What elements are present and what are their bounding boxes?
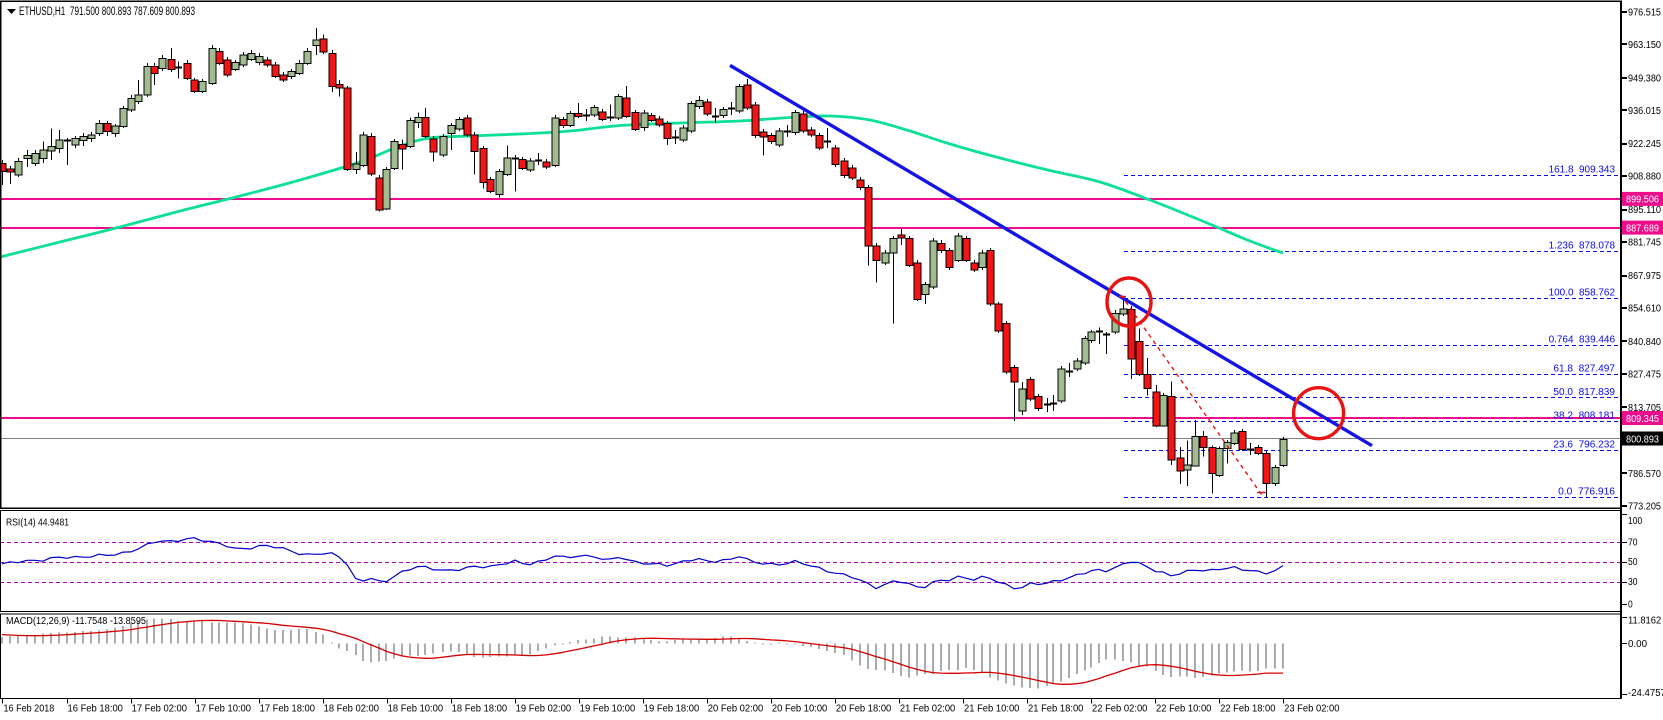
svg-text:23.6 796.232: 23.6 796.232	[1553, 439, 1615, 450]
svg-text:61.8 827.497: 61.8 827.497	[1553, 363, 1615, 374]
svg-text:MACD(12,26,9) -11.7548 -13.859: MACD(12,26,9) -11.7548 -13.8595	[6, 616, 146, 627]
svg-text:867.975: 867.975	[1628, 271, 1661, 282]
svg-text:840.840: 840.840	[1628, 337, 1661, 348]
svg-text:100: 100	[1628, 516, 1643, 527]
svg-text:20 Feb 10:00: 20 Feb 10:00	[772, 704, 828, 715]
svg-text:50.0 817.839: 50.0 817.839	[1553, 387, 1615, 398]
svg-text:RSI(14) 44.9481: RSI(14) 44.9481	[6, 518, 69, 529]
svg-text:ETHUSD,H1 791.500 800.893 787: ETHUSD,H1 791.500 800.893 787.609 800.89…	[19, 6, 195, 18]
svg-text:17 Feb 02:00: 17 Feb 02:00	[132, 704, 188, 715]
svg-text:16 Feb 18:00: 16 Feb 18:00	[68, 704, 124, 715]
svg-text:0: 0	[1628, 600, 1633, 611]
svg-text:809.345: 809.345	[1626, 414, 1659, 425]
svg-text:100.0 858.762: 100.0 858.762	[1549, 287, 1616, 298]
svg-text:22 Feb 02:00: 22 Feb 02:00	[1092, 704, 1148, 715]
svg-text:20 Feb 18:00: 20 Feb 18:00	[836, 704, 892, 715]
svg-text:50: 50	[1628, 557, 1638, 568]
svg-text:18 Feb 18:00: 18 Feb 18:00	[452, 704, 508, 715]
svg-text:976.515: 976.515	[1628, 7, 1661, 18]
svg-text:23 Feb 02:00: 23 Feb 02:00	[1284, 704, 1340, 715]
svg-text:21 Feb 10:00: 21 Feb 10:00	[964, 704, 1020, 715]
svg-text:21 Feb 18:00: 21 Feb 18:00	[1028, 704, 1084, 715]
svg-text:963.150: 963.150	[1628, 40, 1661, 51]
svg-text:800.893: 800.893	[1626, 434, 1659, 445]
svg-text:38.2 808.181: 38.2 808.181	[1553, 410, 1615, 421]
svg-text:887.689: 887.689	[1626, 223, 1659, 234]
svg-text:11.8162: 11.8162	[1628, 615, 1662, 626]
svg-text:949.380: 949.380	[1628, 73, 1661, 84]
svg-text:827.475: 827.475	[1628, 370, 1661, 381]
svg-text:18 Feb 10:00: 18 Feb 10:00	[388, 704, 444, 715]
svg-text:881.745: 881.745	[1628, 238, 1661, 249]
svg-text:161.8 909.343: 161.8 909.343	[1549, 165, 1616, 176]
svg-text:16 Feb 2018: 16 Feb 2018	[4, 704, 55, 715]
svg-text:19 Feb 18:00: 19 Feb 18:00	[644, 704, 700, 715]
svg-text:0.0 776.916: 0.0 776.916	[1558, 486, 1615, 497]
svg-text:813.705: 813.705	[1628, 403, 1661, 414]
svg-text:0.00: 0.00	[1628, 639, 1647, 650]
svg-text:895.110: 895.110	[1628, 205, 1661, 216]
svg-text:22 Feb 18:00: 22 Feb 18:00	[1220, 704, 1276, 715]
svg-text:773.205: 773.205	[1628, 501, 1661, 512]
svg-text:30: 30	[1628, 577, 1638, 588]
svg-text:854.610: 854.610	[1628, 304, 1661, 315]
svg-text:19 Feb 10:00: 19 Feb 10:00	[580, 704, 636, 715]
svg-text:936.015: 936.015	[1628, 106, 1661, 117]
svg-text:17 Feb 10:00: 17 Feb 10:00	[196, 704, 252, 715]
svg-text:1.236 878.078: 1.236 878.078	[1549, 241, 1616, 252]
svg-text:786.570: 786.570	[1628, 469, 1661, 480]
svg-text:908.880: 908.880	[1628, 172, 1661, 183]
svg-text:20 Feb 02:00: 20 Feb 02:00	[708, 704, 764, 715]
svg-text:70: 70	[1628, 537, 1638, 548]
svg-text:-24.4757: -24.4757	[1628, 688, 1663, 699]
svg-text:922.245: 922.245	[1628, 139, 1661, 150]
svg-text:18 Feb 02:00: 18 Feb 02:00	[324, 704, 380, 715]
svg-text:21 Feb 02:00: 21 Feb 02:00	[900, 704, 956, 715]
svg-text:899.506: 899.506	[1626, 195, 1659, 206]
svg-text:0.764 839.446: 0.764 839.446	[1549, 334, 1616, 345]
svg-text:17 Feb 18:00: 17 Feb 18:00	[260, 704, 316, 715]
svg-text:22 Feb 10:00: 22 Feb 10:00	[1156, 704, 1212, 715]
svg-text:19 Feb 02:00: 19 Feb 02:00	[516, 704, 572, 715]
